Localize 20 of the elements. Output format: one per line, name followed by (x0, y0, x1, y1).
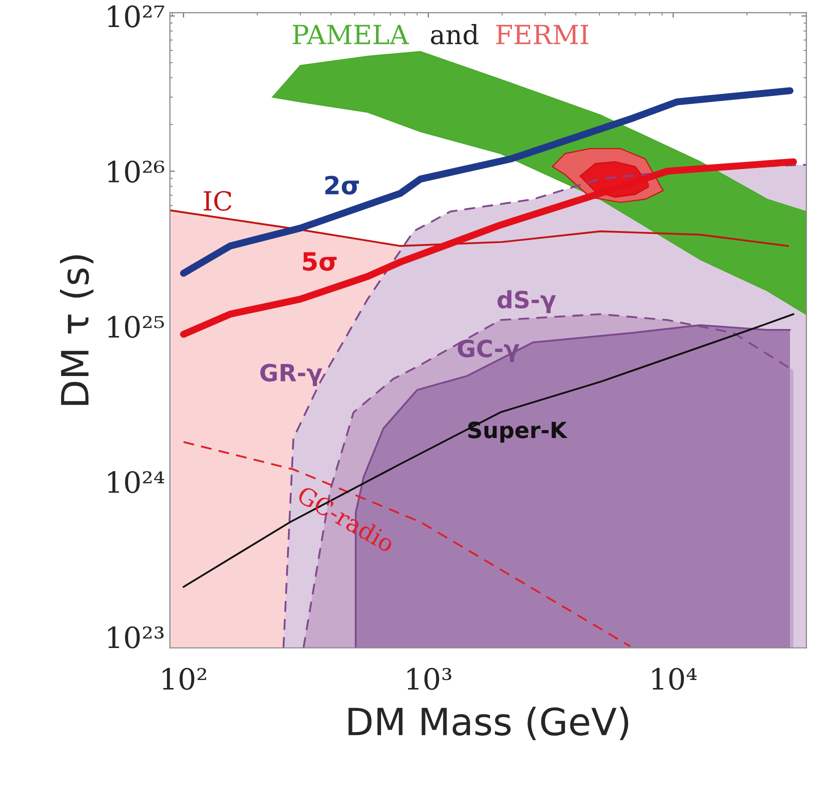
x-axis-title: DM Mass (GeV) (348, 706, 628, 740)
series-label: PAMELA (292, 24, 409, 44)
annotation: and (430, 24, 478, 44)
series-label: 5σ (303, 252, 337, 271)
x-tick-label: 10³ (408, 668, 452, 690)
x-tick-label: 10⁴ (652, 668, 697, 690)
series-label: GR-γ (260, 364, 322, 386)
y-tick-label: 10²⁶ (108, 160, 164, 183)
series-label: dS-γ (498, 290, 556, 314)
y-tick-label: 10²⁷ (108, 5, 164, 28)
series-label: 2σ (325, 176, 359, 195)
y-tick-label: 10²⁴ (108, 471, 164, 494)
series-label: Super-K (468, 422, 568, 443)
y-axis-title: DM τ (s) (60, 255, 94, 405)
text: FERMI (496, 24, 588, 44)
series-label: IC (204, 190, 232, 211)
y-tick-label: 10²³ (108, 626, 164, 648)
y-tick-label: 10²⁵ (108, 316, 164, 338)
x-tick-label: 10² (162, 668, 206, 690)
series-label: GC-γ (458, 340, 520, 362)
